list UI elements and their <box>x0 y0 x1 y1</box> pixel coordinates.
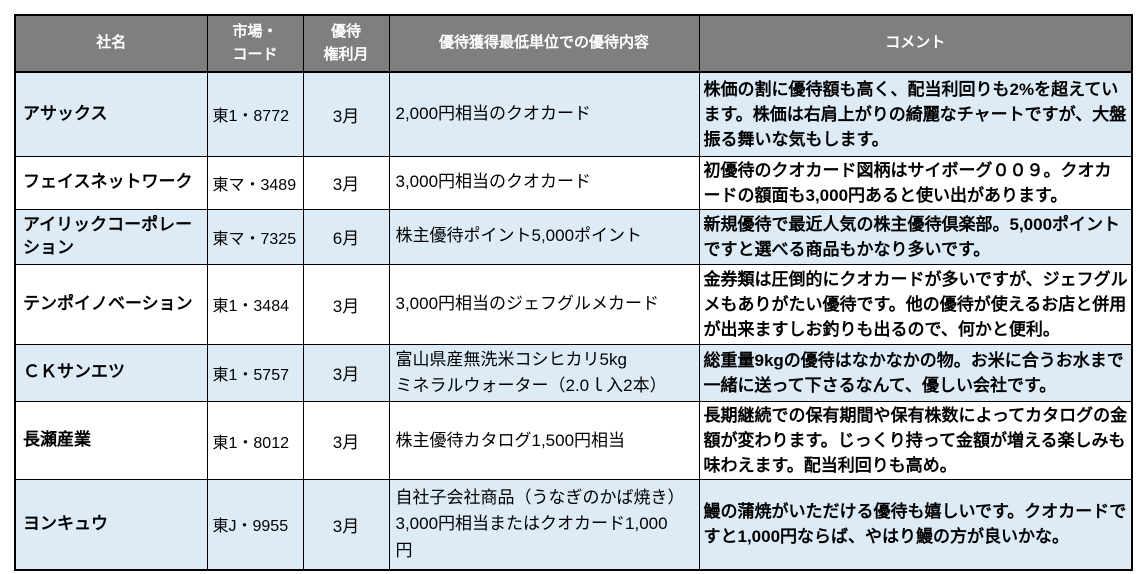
benefit-content-cell: 3,000円相当のクオカード <box>388 155 700 210</box>
header-cell-comment: コメント <box>698 14 1133 73</box>
table-row: 長瀬産業 東1・8012 3月 株主優待カタログ1,500円相当 長期継続での保… <box>14 401 1133 481</box>
company-name-cell: フェイスネットワーク <box>14 155 208 210</box>
header-cell-benefit-content: 優待獲得最低単位での優待内容 <box>388 14 700 73</box>
benefit-content-cell: 富山県産無洗米コシヒカリ5kg ミネラルウォーター（2.0ｌ入2本） <box>388 343 700 403</box>
rights-month-cell: 6月 <box>302 208 390 265</box>
company-name-cell: テンポイノベーション <box>14 263 208 345</box>
table-row: アイリックコーポレーション 東マ・7325 6月 株主優待ポイント5,000ポイ… <box>14 208 1133 265</box>
company-name-cell: アサックス <box>14 71 208 157</box>
comment-cell: 長期継続での保有期間や保有株数によってカタログの金額が変わります。じっくり持って… <box>698 401 1133 481</box>
market-code-cell: 東マ・3489 <box>206 155 304 210</box>
table-row: フェイスネットワーク 東マ・3489 3月 3,000円相当のクオカード 初優待… <box>14 155 1133 210</box>
rights-month-cell: 3月 <box>302 263 390 345</box>
market-code-cell: 東1・3484 <box>206 263 304 345</box>
rights-month-cell: 3月 <box>302 71 390 157</box>
benefit-content-cell: 自社子会社商品（うなぎのかば焼き） 3,000円相当またはクオカード1,000 … <box>388 479 700 571</box>
market-code-cell: 東1・8012 <box>206 401 304 481</box>
comment-cell: 初優待のクオカード図柄はサイボーグ００９。クオカードの額面も3,000円あると使… <box>698 155 1133 210</box>
table-row: ＣＫサンエツ 東1・5757 3月 富山県産無洗米コシヒカリ5kg ミネラルウォ… <box>14 343 1133 403</box>
company-name-cell: ＣＫサンエツ <box>14 343 208 403</box>
header-cell-market-code: 市場・ コード <box>206 14 304 73</box>
market-code-cell: 東マ・7325 <box>206 208 304 265</box>
company-name-cell: 長瀬産業 <box>14 401 208 481</box>
shareholder-benefit-table: 社名 市場・ コード 優待 権利月 優待獲得最低単位での優待内容 コメント アサ… <box>14 14 1133 571</box>
comment-cell: 金券類は圧倒的にクオカードが多いですが、ジェフグルメもありがたい優待です。他の優… <box>698 263 1133 345</box>
comment-cell: 鰻の蒲焼がいただける優待も嬉しいです。クオカードですと1,000円ならば、やはり… <box>698 479 1133 571</box>
shareholder-benefit-table-wrap: 社名 市場・ コード 優待 権利月 優待獲得最低単位での優待内容 コメント アサ… <box>14 14 1133 571</box>
rights-month-cell: 3月 <box>302 479 390 571</box>
benefit-content-cell: 2,000円相当のクオカード <box>388 71 700 157</box>
comment-cell: 総重量9kgの優待はなかなかの物。お米に合うお水まで一緒に送って下さるなんて、優… <box>698 343 1133 403</box>
company-name-cell: ヨンキュウ <box>14 479 208 571</box>
comment-cell: 株価の割に優待額も高く、配当利回りも2%を超えています。株価は右肩上がりの綺麗な… <box>698 71 1133 157</box>
header-cell-rights-month: 優待 権利月 <box>302 14 390 73</box>
table-row: テンポイノベーション 東1・3484 3月 3,000円相当のジェフグルメカード… <box>14 263 1133 345</box>
market-code-cell: 東1・5757 <box>206 343 304 403</box>
rights-month-cell: 3月 <box>302 401 390 481</box>
rights-month-cell: 3月 <box>302 155 390 210</box>
market-code-cell: 東J・9955 <box>206 479 304 571</box>
header-cell-company-name: 社名 <box>14 14 208 73</box>
comment-cell: 新規優待で最近人気の株主優待倶楽部。5,000ポイントですと選べる商品もかなり多… <box>698 208 1133 265</box>
market-code-cell: 東1・8772 <box>206 71 304 157</box>
header-row: 社名 市場・ コード 優待 権利月 優待獲得最低単位での優待内容 コメント <box>14 14 1133 73</box>
table-row: アサックス 東1・8772 3月 2,000円相当のクオカード 株価の割に優待額… <box>14 71 1133 157</box>
company-name-cell: アイリックコーポレーション <box>14 208 208 265</box>
benefit-content-cell: 株主優待カタログ1,500円相当 <box>388 401 700 481</box>
benefit-content-cell: 株主優待ポイント5,000ポイント <box>388 208 700 265</box>
table-row: ヨンキュウ 東J・9955 3月 自社子会社商品（うなぎのかば焼き） 3,000… <box>14 479 1133 571</box>
rights-month-cell: 3月 <box>302 343 390 403</box>
benefit-content-cell: 3,000円相当のジェフグルメカード <box>388 263 700 345</box>
